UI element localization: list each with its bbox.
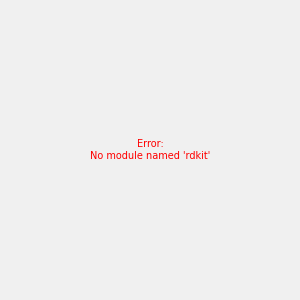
- Text: Error:
No module named 'rdkit': Error: No module named 'rdkit': [90, 139, 210, 161]
